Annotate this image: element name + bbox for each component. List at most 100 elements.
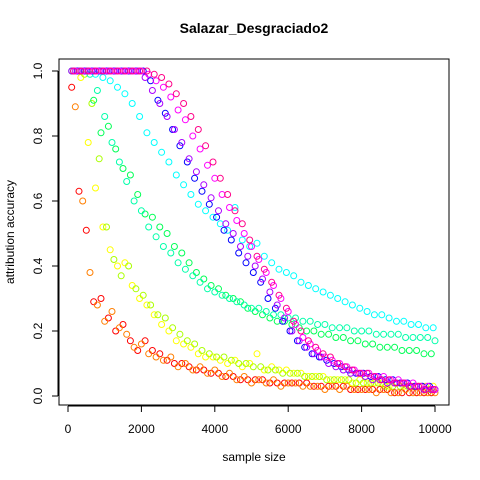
data-point xyxy=(181,360,189,367)
data-point xyxy=(233,376,241,384)
data-point xyxy=(270,311,277,319)
data-point xyxy=(249,269,257,276)
data-point xyxy=(282,304,290,312)
data-point xyxy=(170,360,178,367)
data-point xyxy=(306,382,314,390)
data-point xyxy=(147,301,155,309)
data-point xyxy=(422,324,430,332)
data-point xyxy=(156,350,164,358)
data-point xyxy=(187,113,195,120)
data-point xyxy=(159,356,167,364)
data-point xyxy=(86,269,94,276)
x-axis-label: sample size xyxy=(222,450,286,464)
data-point xyxy=(71,103,79,111)
data-point xyxy=(79,197,87,205)
chart-title: Salazar_Desgraciado2 xyxy=(180,20,329,36)
data-point xyxy=(312,373,320,380)
data-point xyxy=(187,191,195,198)
data-point xyxy=(238,363,246,371)
data-point xyxy=(183,337,191,345)
data-point xyxy=(114,262,121,270)
data-point xyxy=(314,321,322,328)
data-point xyxy=(93,87,101,94)
data-point xyxy=(202,207,210,215)
data-point xyxy=(304,337,312,345)
data-point xyxy=(369,340,377,348)
data-point xyxy=(114,67,121,75)
data-point xyxy=(361,386,369,393)
data-point xyxy=(282,366,290,374)
data-point xyxy=(310,382,318,390)
data-point xyxy=(180,100,188,107)
data-point xyxy=(99,67,107,75)
data-point xyxy=(170,243,178,250)
series-6 xyxy=(70,67,437,332)
data-point xyxy=(187,343,195,351)
data-point xyxy=(128,100,136,107)
data-point xyxy=(123,178,131,185)
data-point xyxy=(255,304,263,312)
data-point xyxy=(226,204,233,211)
data-point xyxy=(103,223,110,231)
data-point xyxy=(136,113,144,120)
data-point xyxy=(277,311,285,319)
data-point xyxy=(108,139,116,146)
data-point xyxy=(271,366,279,374)
y-tick-label: 0.6 xyxy=(31,192,45,209)
x-axis: 0 2000 4000 6000 8000 10000 xyxy=(65,405,452,436)
y-tick-label: 0.0 xyxy=(31,387,45,404)
data-point xyxy=(385,314,393,322)
data-point xyxy=(240,230,248,237)
data-point xyxy=(215,285,222,293)
data-point xyxy=(273,379,281,387)
data-point xyxy=(101,113,109,120)
data-point xyxy=(290,317,298,325)
data-point xyxy=(134,191,142,198)
data-point xyxy=(299,317,307,325)
data-point xyxy=(207,194,215,202)
data-point xyxy=(139,291,147,299)
data-point xyxy=(336,324,344,332)
data-point xyxy=(167,249,175,257)
data-point xyxy=(387,330,395,338)
data-point xyxy=(326,291,334,299)
data-point xyxy=(143,67,151,75)
data-point xyxy=(334,295,342,302)
data-point xyxy=(196,145,204,153)
data-point xyxy=(266,288,274,296)
data-point xyxy=(304,373,312,380)
data-point xyxy=(141,210,149,218)
series-2 xyxy=(70,67,437,390)
data-point xyxy=(282,269,290,276)
data-point xyxy=(178,249,186,257)
data-point xyxy=(95,155,103,163)
data-point xyxy=(189,366,197,374)
data-point xyxy=(75,187,83,195)
x-tick-label: 2000 xyxy=(128,422,155,436)
data-point xyxy=(238,236,246,244)
data-point xyxy=(350,327,358,335)
y-tick-label: 0.4 xyxy=(31,257,45,274)
data-point xyxy=(130,343,138,351)
data-point xyxy=(77,67,85,75)
data-point xyxy=(227,236,235,244)
data-point xyxy=(358,327,366,335)
data-point xyxy=(297,327,305,335)
data-point xyxy=(148,213,156,221)
data-point xyxy=(284,379,292,387)
data-point xyxy=(314,382,322,390)
data-point xyxy=(200,366,208,374)
data-point xyxy=(196,363,204,371)
data-point xyxy=(325,330,333,338)
data-point xyxy=(181,116,189,124)
data-point xyxy=(148,87,156,94)
data-point xyxy=(200,181,208,189)
data-point xyxy=(174,363,182,371)
data-point xyxy=(363,369,371,377)
data-point xyxy=(394,330,402,338)
data-point xyxy=(370,373,378,380)
data-point xyxy=(150,70,158,78)
data-point xyxy=(176,330,184,338)
data-point xyxy=(126,337,134,345)
data-point xyxy=(310,327,318,335)
